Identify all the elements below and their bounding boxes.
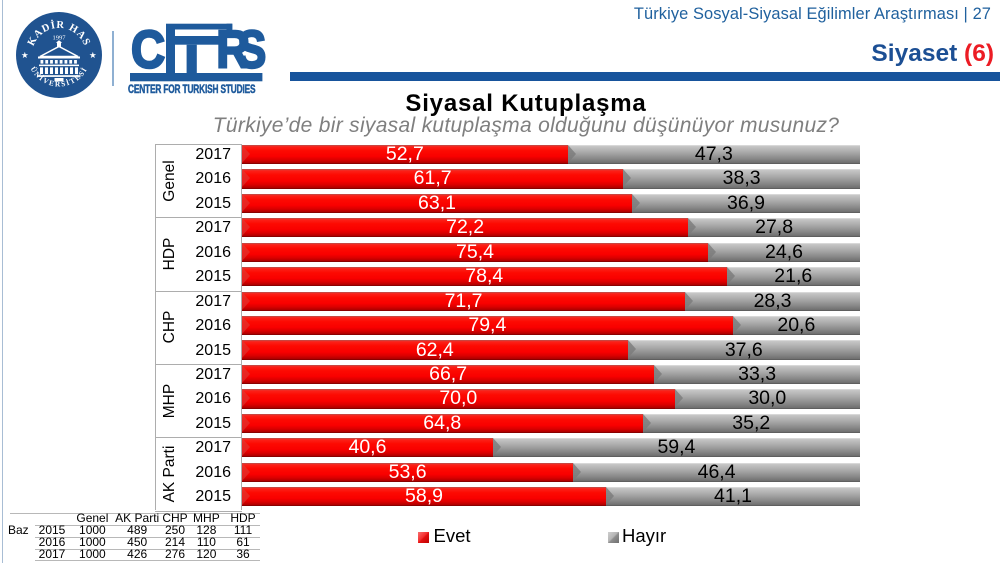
svg-text:R: R [216, 20, 250, 79]
svg-text:S: S [238, 21, 267, 79]
svg-text:★: ★ [89, 50, 97, 60]
svg-text:★: ★ [21, 50, 29, 60]
svg-text:C: C [131, 20, 165, 79]
svg-text:1997: 1997 [53, 35, 67, 42]
